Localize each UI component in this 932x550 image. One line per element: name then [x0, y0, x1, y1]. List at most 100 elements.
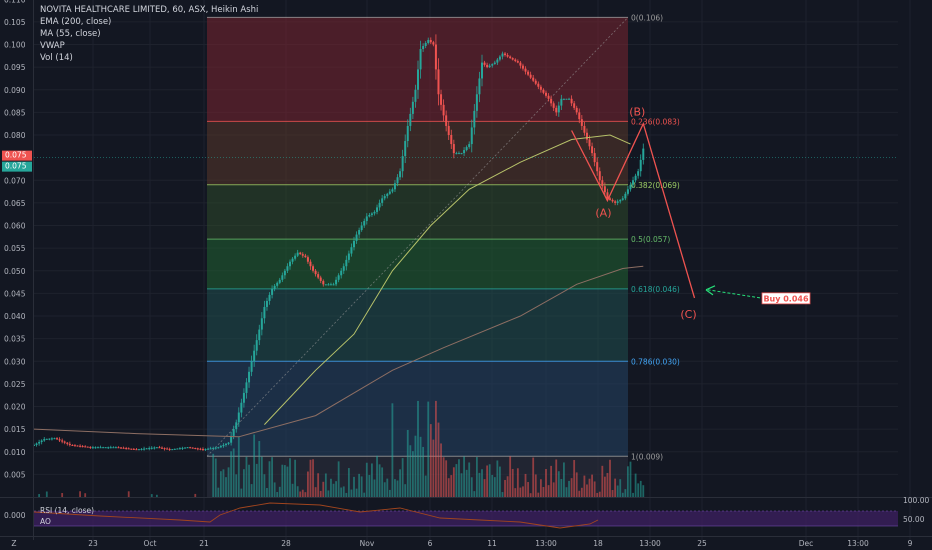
- time-axis[interactable]: Z 23 Oct 21 28 Nov 6 11 13:00 18 13:00 25 Dec 13:00 9: [0, 536, 932, 549]
- candle-body: [132, 448, 135, 450]
- volume-bar: [527, 482, 529, 497]
- candle-body: [61, 440, 64, 442]
- price-tick-label: 0.065: [4, 199, 26, 208]
- volume-bar: [483, 479, 486, 497]
- candle-body: [45, 438, 48, 440]
- volume-bar: [373, 479, 376, 497]
- candle-body: [473, 110, 476, 128]
- candle-body: [158, 447, 161, 449]
- candle-body: [242, 392, 245, 403]
- volume-bar: [447, 478, 450, 497]
- price-tick-label: 0.025: [4, 380, 26, 389]
- candle-body: [616, 201, 619, 203]
- candle-body: [568, 98, 571, 100]
- price-tag-label: 0.075: [5, 162, 27, 171]
- time-tick-label: 23: [88, 539, 98, 548]
- candle-body: [271, 288, 274, 295]
- candle-body: [327, 284, 330, 286]
- candle-body: [583, 125, 586, 133]
- candle-body: [437, 69, 440, 95]
- candle-body: [66, 442, 69, 444]
- candle-body: [585, 132, 588, 140]
- volume-bar: [611, 490, 614, 497]
- candle-body: [258, 329, 261, 341]
- candle-body: [68, 443, 71, 445]
- price-tick-label: 0.040: [4, 312, 26, 321]
- volume-bar: [337, 461, 340, 497]
- volume-bar: [468, 462, 471, 497]
- price-tag-bg: [2, 161, 32, 172]
- candle-body: [317, 274, 320, 278]
- candle-body: [570, 98, 573, 104]
- candle-body: [145, 448, 148, 450]
- candle-body: [171, 449, 174, 451]
- volume-bars: [38, 400, 645, 497]
- candle-body: [255, 340, 258, 351]
- candle-body: [189, 447, 192, 449]
- wave-label: (C): [680, 308, 696, 321]
- candle-body: [122, 447, 125, 449]
- candle-body: [237, 412, 240, 423]
- volume-bar: [155, 494, 158, 497]
- volume-bar: [45, 491, 48, 497]
- candle-body: [245, 382, 248, 393]
- candle-body: [391, 189, 394, 192]
- volume-bar: [440, 443, 442, 497]
- volume-bar: [470, 477, 473, 497]
- volume-bar: [381, 467, 384, 497]
- volume-bar: [299, 491, 302, 497]
- chart-legend[interactable]: NOVITA HEALTHCARE LIMITED, 60, ASX, Heik…: [40, 4, 258, 64]
- candle-body: [355, 234, 358, 241]
- volume-bar: [268, 461, 271, 497]
- volume-bar: [452, 467, 455, 497]
- fib-zone: [207, 239, 628, 289]
- rsi-pane[interactable]: RSI (14, close) AO 0.000 100.00 50.00: [0, 496, 932, 529]
- candle-body: [283, 270, 286, 276]
- indicator-volume[interactable]: Vol (14): [40, 53, 73, 63]
- rsi-label: RSI (14, close): [40, 506, 94, 515]
- candle-body: [460, 153, 463, 155]
- candle-body: [598, 171, 601, 181]
- candle-body: [125, 448, 128, 450]
- volume-bar: [417, 400, 419, 497]
- volume-bar: [532, 457, 535, 497]
- price-tick-label: 0.045: [4, 289, 26, 298]
- candle-body: [209, 448, 212, 450]
- wave-annotations[interactable]: (A) (B) (C) Buy 0.046: [571, 106, 811, 321]
- price-tick-label: 0.070: [4, 176, 26, 185]
- volume-bar: [619, 479, 622, 497]
- candle-body: [422, 46, 425, 50]
- fibonacci-retracement[interactable]: 0(0.106) 0.236(0.083) 0.382(0.069) 0.5(0.05…: [206, 13, 680, 497]
- candle-body: [514, 59, 517, 62]
- symbol-title[interactable]: NOVITA HEALTHCARE LIMITED, 60, ASX, Heik…: [40, 5, 259, 15]
- candle-body: [399, 171, 402, 178]
- candle-body: [289, 261, 291, 267]
- candle-body: [340, 270, 343, 276]
- candle-body: [104, 447, 107, 449]
- volume-bar: [411, 451, 414, 497]
- indicator-vwap[interactable]: VWAP: [40, 41, 65, 51]
- volume-bar: [327, 490, 330, 497]
- candle-body: [230, 435, 233, 443]
- candle-body: [475, 94, 478, 111]
- indicator-ema[interactable]: EMA (200, close): [40, 17, 112, 27]
- candle-body: [601, 180, 604, 187]
- indicator-ma[interactable]: MA (55, close): [40, 29, 101, 39]
- volume-bar: [283, 465, 286, 497]
- volume-bar: [289, 458, 291, 497]
- candle-body: [580, 119, 583, 126]
- candle-body: [225, 443, 227, 445]
- volume-bar: [465, 469, 468, 497]
- volume-bar: [481, 469, 483, 497]
- volume-bar: [38, 494, 41, 497]
- volume-bar: [243, 469, 245, 497]
- candle-body: [309, 261, 312, 267]
- price-tick-label: 0.005: [4, 470, 26, 479]
- price-axis[interactable]: 0.110 0.105 0.100 0.095 0.090 0.085 0.080 0.070…: [0, 0, 34, 540]
- candle-body: [102, 447, 105, 449]
- candle-body: [401, 156, 404, 172]
- volume-bar: [255, 463, 258, 497]
- volume-bar: [614, 478, 617, 497]
- candle-body: [573, 103, 576, 108]
